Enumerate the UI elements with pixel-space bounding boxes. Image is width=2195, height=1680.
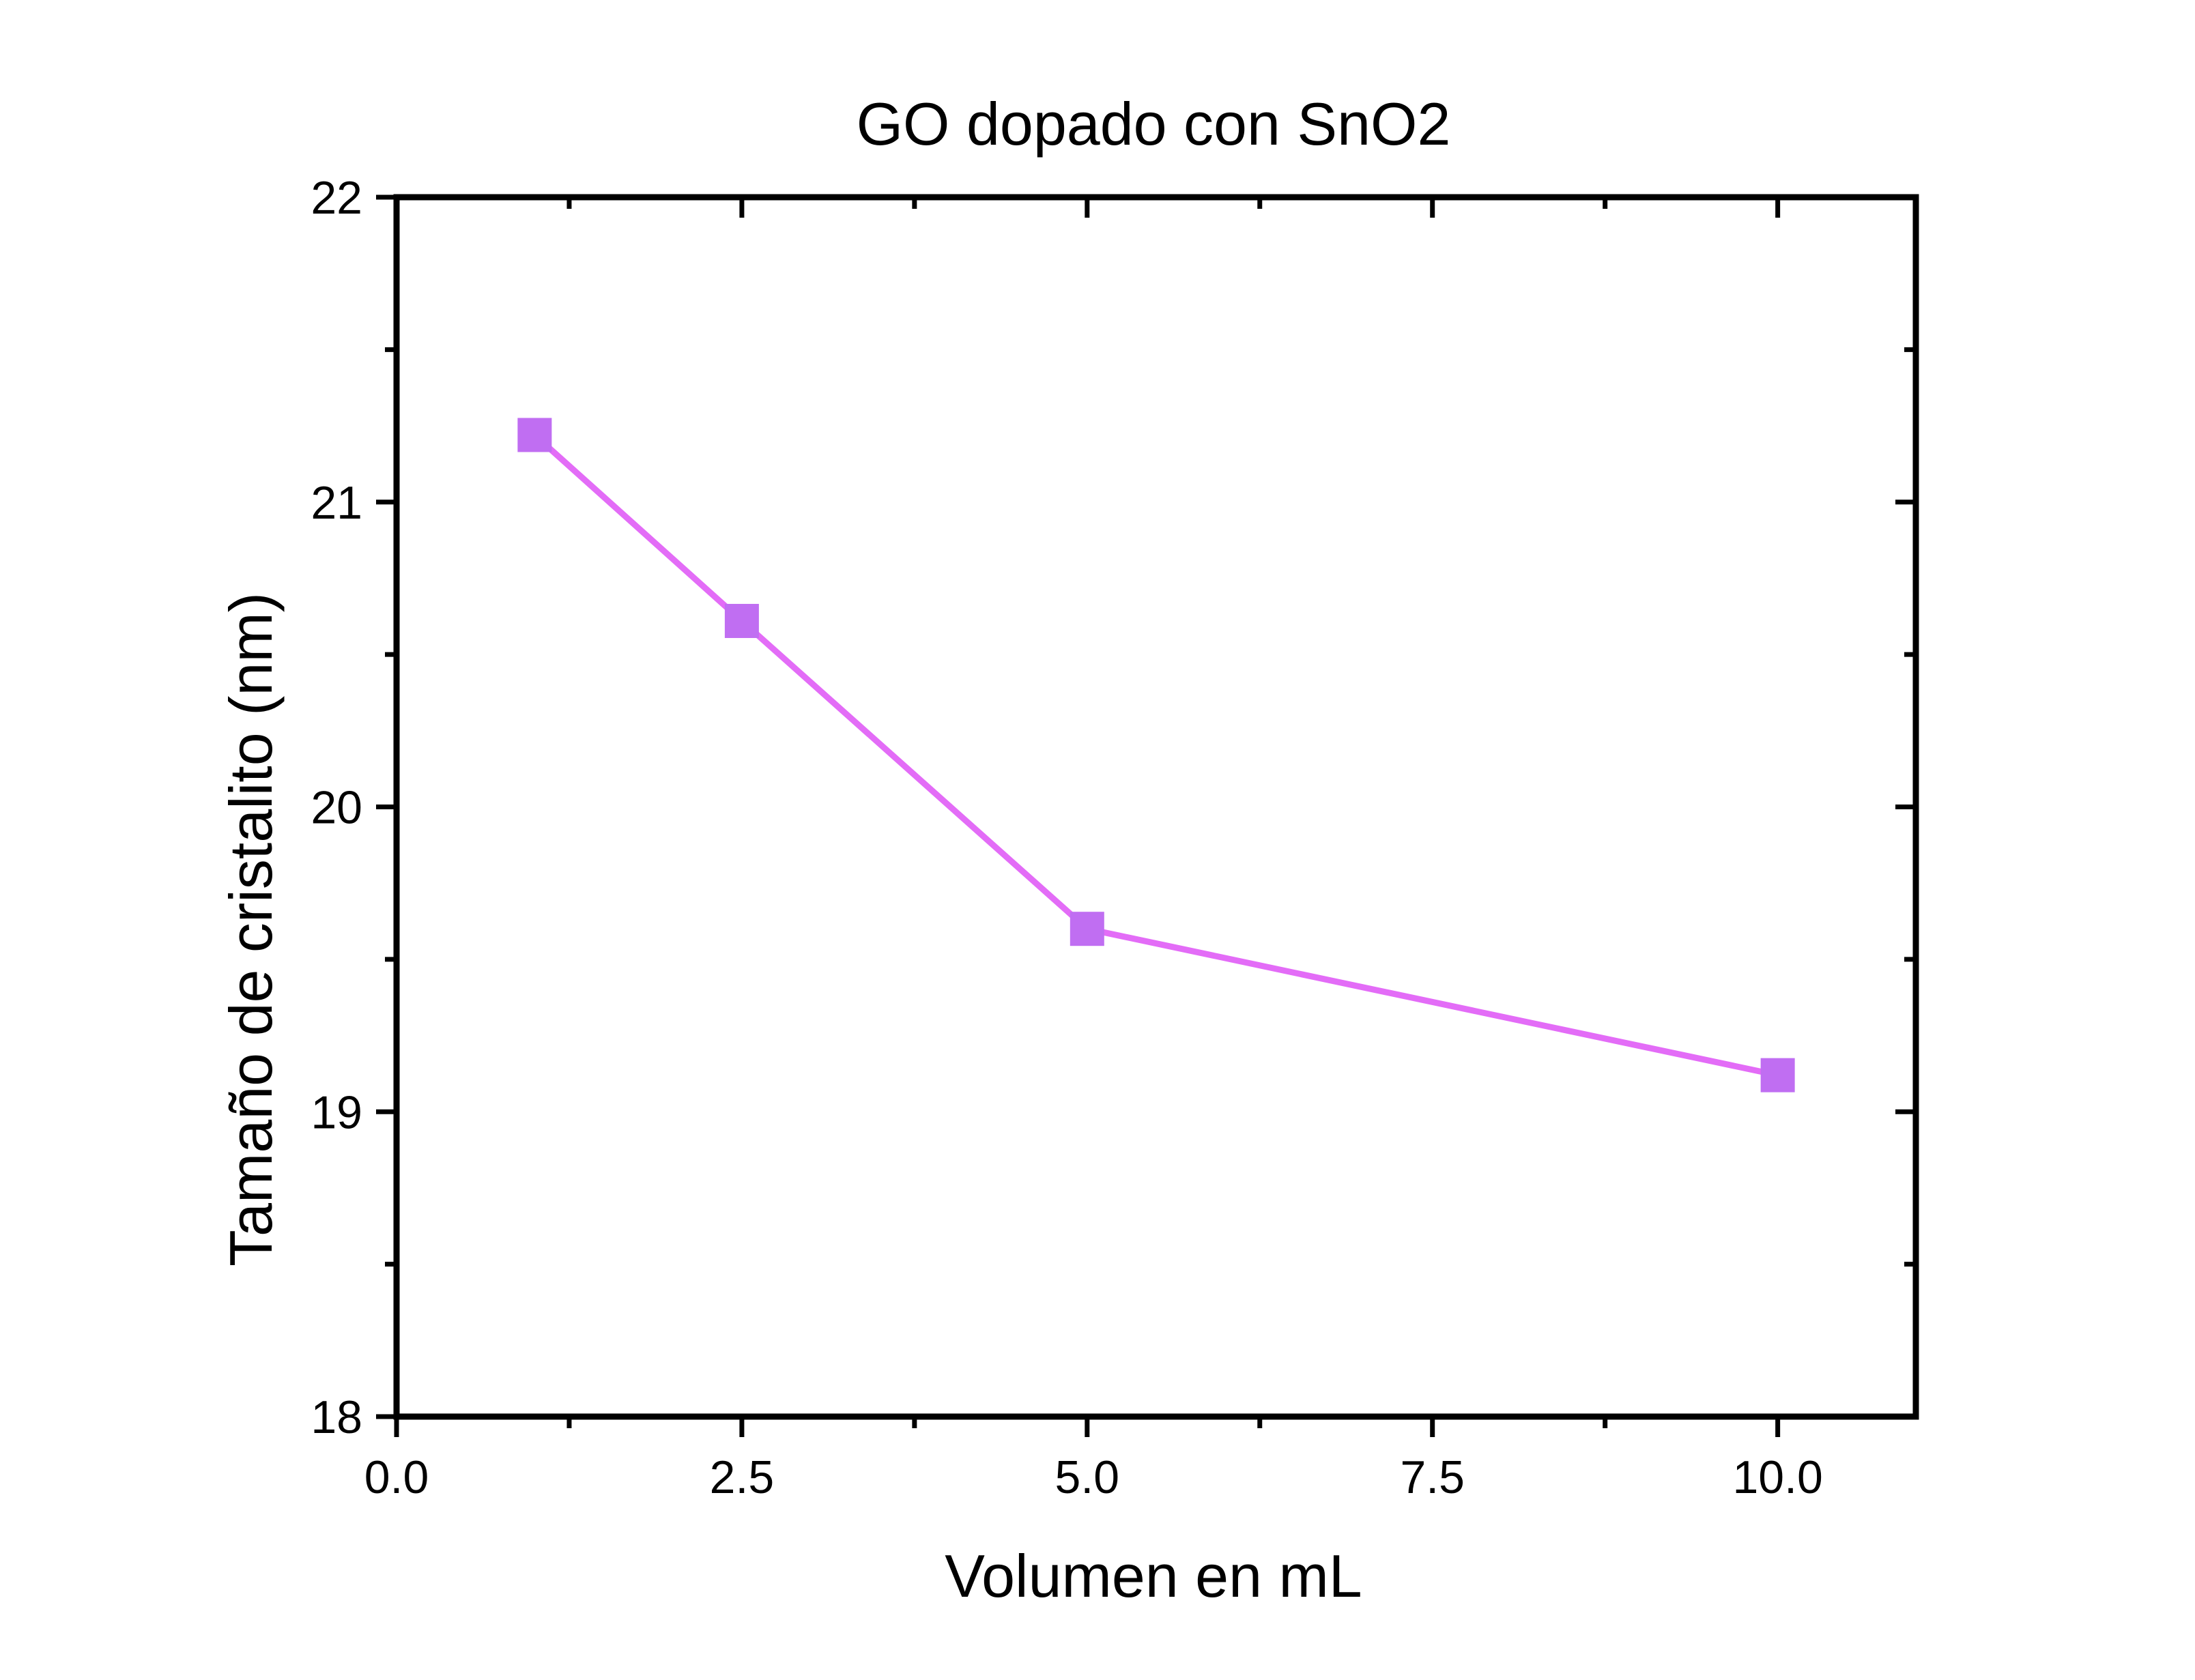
data-point bbox=[724, 603, 759, 638]
data-series bbox=[517, 418, 1795, 1092]
plot-axes bbox=[393, 194, 1919, 1420]
y-tick-label: 22 bbox=[311, 172, 362, 224]
data-point bbox=[517, 418, 552, 452]
x-tick-label: 2.5 bbox=[710, 1451, 775, 1503]
series-line bbox=[532, 433, 1779, 1079]
plot-frame bbox=[393, 194, 1919, 1420]
x-tick-label: 10.0 bbox=[1732, 1451, 1822, 1503]
x-axis-label: Volumen en mL bbox=[945, 1542, 1362, 1610]
axis-ticks bbox=[376, 194, 1916, 1437]
y-tick-label: 19 bbox=[311, 1086, 362, 1138]
x-tick-label: 7.5 bbox=[1400, 1451, 1465, 1503]
y-tick-label: 18 bbox=[311, 1391, 362, 1443]
data-point bbox=[1070, 912, 1104, 946]
y-tick-label: 20 bbox=[311, 782, 362, 834]
chart-title: GO dopado con SnO2 bbox=[857, 90, 1451, 158]
y-axis-label: Tamaño de cristalito (nm) bbox=[217, 592, 285, 1266]
x-tick-label: 0.0 bbox=[364, 1451, 429, 1503]
x-tick-label: 5.0 bbox=[1055, 1451, 1120, 1503]
data-point bbox=[1760, 1058, 1795, 1092]
tick-labels: 0.0 2.5 5.0 7.5 10.0 18 19 20 21 22 bbox=[311, 172, 1822, 1503]
y-tick-label: 21 bbox=[311, 477, 362, 529]
